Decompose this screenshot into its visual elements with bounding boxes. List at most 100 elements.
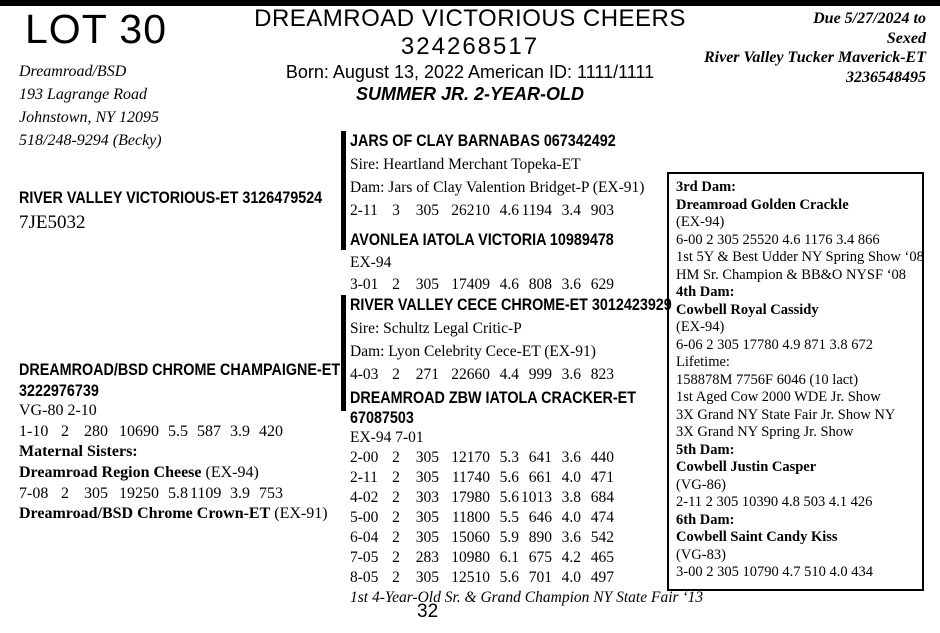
dam-box-line: 2-11 2 305 10390 4.8 503 4.1 426: [676, 494, 873, 510]
lact-fat-pct: 4.6: [499, 202, 519, 219]
pedigree-score: EX-94: [350, 253, 392, 271]
lact-protein-pct: 3.8: [561, 489, 581, 506]
lot-number: LOT 30: [25, 6, 167, 52]
lact-fat: 999: [528, 366, 552, 383]
lact-protein: 823: [590, 366, 614, 383]
sister2-score: (EX-91): [274, 505, 328, 523]
lact-protein-pct: 3.6: [561, 529, 581, 546]
extended-dams-box: 3rd Dam: Dreamroad Golden Crackle (EX-94) 6…: [667, 172, 924, 591]
lactation-row: 1-10 2 280 10690 5.5 587 3.9 420: [19, 422, 388, 443]
maternal-sisters-label: Maternal Sisters:: [19, 443, 138, 461]
lact-days: 305: [415, 202, 439, 219]
show-award-line: 1st 4-Year-Old Sr. & Grand Champion NY S…: [350, 589, 704, 606]
due-date-line: Due 5/27/2024 to: [813, 10, 926, 27]
lact-protein: 542: [590, 529, 614, 546]
dam-box-line: 4th Dam:: [676, 284, 735, 300]
consignor-address-line1: 193 Lagrange Road: [19, 86, 147, 103]
dam-box-line: Cowbell Justin Casper: [676, 459, 817, 475]
dam-box-line: 3rd Dam:: [676, 179, 737, 195]
lact-age: 5-00: [350, 509, 379, 526]
page-number: 32: [417, 601, 439, 622]
sister2-name: Dreamroad/BSD Chrome Crown-ET: [19, 505, 271, 523]
lactation-row: 7-08 2 305 19250 5.8 1109 3.9 753: [19, 484, 388, 505]
lact-number: 2: [392, 569, 400, 586]
pedigree-sire-line: Sire: Schultz Legal Critic-P: [350, 320, 522, 337]
lact-protein-pct: 4.0: [561, 469, 581, 486]
maternal-sister-2: Dreamroad/BSD Chrome Crown-ET (EX-91): [19, 504, 388, 525]
animal-registration-id: 324268517: [400, 33, 540, 60]
lact-fat: 1194: [521, 202, 552, 219]
animal-born-line: Born: August 13, 2022 American ID: 1111/…: [285, 62, 655, 82]
lactation-row: 2-11 2 305 11740 5.6 661 4.0 471: [350, 468, 703, 488]
dam-box-line: 6th Dam:: [676, 511, 735, 528]
maternal-sister-1: Dreamroad Region Cheese (EX-94): [19, 463, 388, 484]
dam-box-line: 3X Grand NY State Fair Jr. Show NY: [676, 406, 896, 423]
lact-milk: 17409: [451, 276, 490, 293]
lactation-row: 2-11 3 305 26210 4.6 1194 3.4 903: [350, 199, 655, 222]
lact-protein: 903: [590, 202, 614, 219]
lact-age: 3-01: [350, 276, 379, 293]
dam-name-line2: 3222976739: [19, 381, 99, 400]
dam-box-line: 3X Grand NY Spring Jr. Show: [676, 424, 854, 440]
lact-fat-pct: 5.6: [499, 569, 519, 586]
consignor-phone: 518/248-9294 (Becky): [19, 132, 162, 149]
lact-milk: 15060: [451, 529, 490, 546]
dam-box-line: 1st Aged Cow 2000 WDE Jr. Show: [676, 389, 881, 405]
lact-fat-pct: 4.6: [499, 276, 519, 293]
lact-days: 305: [84, 484, 108, 502]
dam-box-line: Cowbell Saint Candy Kiss: [676, 529, 838, 545]
due-date-block: Due 5/27/2024 to Sexed River Valley Tuck…: [704, 9, 926, 87]
lact-fat-pct: 5.5: [168, 422, 188, 440]
lact-age: 2-11: [350, 202, 378, 219]
dam-box-line: (EX-94): [676, 319, 725, 335]
lact-milk: 17980: [451, 489, 490, 506]
show-class: SUMMER JR. 2-YEAR-OLD: [355, 84, 584, 104]
lact-milk: 22660: [451, 366, 490, 383]
dam-score: VG-80 2-10: [19, 402, 97, 420]
lact-number: 2: [392, 529, 400, 546]
lact-age: 7-08: [19, 484, 49, 502]
lact-protein: 629: [590, 276, 614, 293]
lact-days: 271: [415, 366, 439, 383]
lact-fat: 1013: [521, 489, 552, 506]
lact-fat-pct: 5.6: [499, 469, 519, 486]
lact-days: 280: [84, 422, 108, 440]
pedigree-block-river-valley-cece: RIVER VALLEY CECE CHROME-ET 3012423929 S…: [350, 294, 720, 386]
lact-age: 1-10: [19, 422, 49, 440]
lact-number: 2: [392, 449, 400, 466]
dam-box-line: 6-06 2 305 17780 4.9 871 3.8 672: [676, 336, 873, 353]
lact-protein: 753: [259, 484, 283, 502]
lact-number: 2: [392, 366, 400, 383]
lact-protein-pct: 3.9: [230, 422, 250, 440]
lact-fat: 808: [528, 276, 552, 293]
lactation-row: 2-00 2 305 12170 5.3 641 3.6 440: [350, 448, 703, 468]
dam-box-line: Lifetime:: [676, 354, 730, 370]
lactation-row: 6-04 2 305 15060 5.9 890 3.6 542: [350, 528, 703, 548]
lact-protein-pct: 4.0: [561, 569, 581, 586]
lact-age: 4-02: [350, 489, 379, 506]
pedigree-bracket-1: [341, 131, 346, 250]
pedigree-block-jars-of-clay: JARS OF CLAY BARNABAS 067342492 Sire: He…: [350, 130, 655, 222]
lact-age: 2-11: [350, 469, 378, 486]
consignor-name: Dreamroad/BSD: [19, 63, 127, 80]
service-sire-name: River Valley Tucker Maverick-ET: [703, 49, 926, 66]
consignor-address-line2: Johnstown, NY 12095: [19, 109, 160, 126]
lact-fat: 646: [528, 509, 552, 526]
pedigree-dam-line: Dam: Lyon Celebrity Cece-ET (EX-91): [350, 343, 596, 360]
lact-fat: 1109: [190, 484, 222, 502]
animal-name: DREAMROAD VICTORIOUS CHEERS: [254, 5, 686, 32]
lactation-row: 4-02 2 303 17980 5.6 1013 3.8 684: [350, 488, 703, 508]
service-sire-id: 3236548495: [846, 68, 926, 86]
sire-block: RIVER VALLEY VICTORIOUS-ET 3126479524 7J…: [19, 189, 367, 234]
lact-fat-pct: 4.4: [499, 366, 519, 383]
dam-box-line: (EX-94): [676, 214, 725, 230]
lact-number: 2: [61, 422, 69, 440]
lact-fat-pct: 5.9: [499, 529, 519, 546]
lact-protein: 684: [590, 489, 614, 506]
lactation-rows: 3-01 2 305 17409 4.6 808 3.6 629: [350, 274, 653, 297]
lact-number: 2: [392, 276, 400, 293]
sister1-score: (EX-94): [205, 463, 259, 481]
sire-name: RIVER VALLEY VICTORIOUS-ET 3126479524: [19, 189, 323, 207]
lact-milk: 26210: [451, 202, 490, 219]
lact-fat-pct: 5.8: [168, 484, 188, 502]
